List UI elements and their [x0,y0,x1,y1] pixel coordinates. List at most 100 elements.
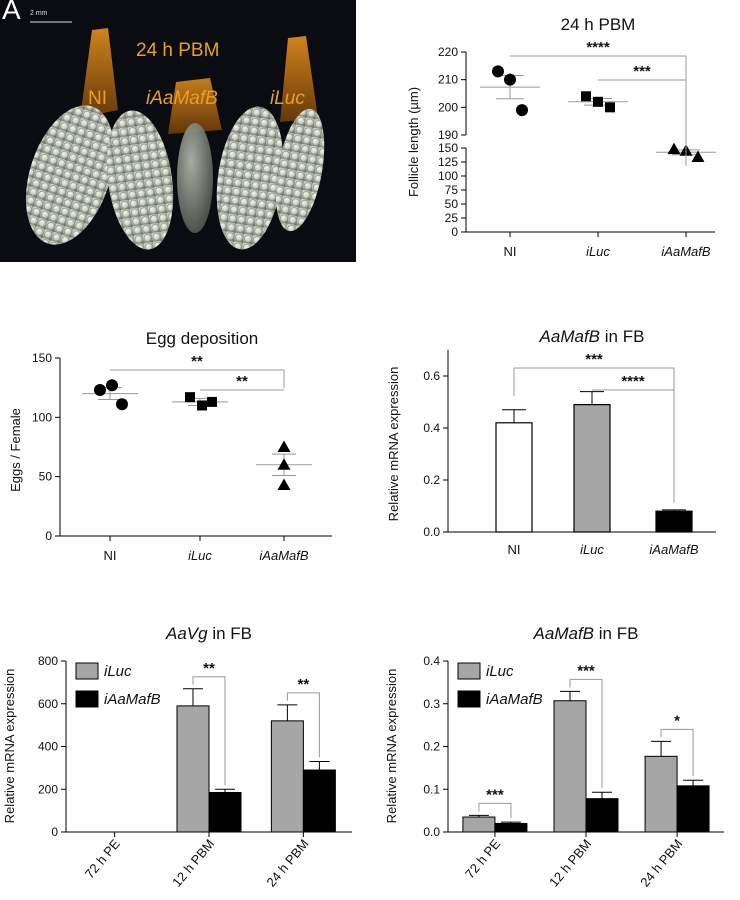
legend-label: iLuc [486,663,514,680]
chart-title: AaMafB in FB [533,624,639,643]
y-axis-label: Relative mRNA expression [384,669,399,824]
y-axis-label: Relative mRNA expression [386,367,401,522]
x-tick-label: 24 h PBM [263,836,311,889]
ovary-iaamafb [177,123,213,233]
sig-label: * [674,712,680,729]
bar [573,403,611,533]
sig-iluc-iaamafb-label: **** [621,373,645,390]
data-point [277,478,291,490]
data-point [277,440,291,452]
data-point [207,396,217,407]
y-tick-label: 0 [451,225,458,239]
vg-chart-svg: AaVg in FB Relative mRNA expression 0 200 40… [2,624,352,890]
y-tick-label: 0.4 [423,654,440,668]
data-point [667,142,681,155]
data-point [277,458,291,470]
bar-iluc [176,705,210,833]
y-tick-label: 400 [38,740,58,754]
data-point [94,384,106,397]
sig-ni-iaamafb-label: ** [191,353,203,370]
y-tick-label: 0.1 [423,782,440,796]
legend-label: iAaMafB [486,691,543,708]
mafb2-chart-svg: AaMafB in FB Relative mRNA expression 0.0 0… [384,624,724,890]
x-tick-label: 72 h PE [462,836,503,881]
chart-title: 24 h PBM [561,15,636,34]
y-axis-label: Relative mRNA expression [2,669,17,824]
y-tick-label: 0.2 [423,740,440,754]
y-tick-label: 190 [438,128,458,142]
data-point [581,91,591,102]
x-tick-label: iAaMafB [661,244,710,259]
sig-label: ** [298,676,310,693]
y-tick-label: 200 [38,782,58,796]
data-point [504,73,516,86]
ovary-ni-right [106,110,174,250]
data-point [116,398,128,411]
photo-title: 24 h PBM [136,40,220,61]
bar [495,422,533,533]
bar-iaamafb [585,798,619,833]
y-tick-label: 150 [32,351,52,365]
mosquito-body-ni [80,28,118,118]
panel-letter: A [2,0,21,25]
sig-bracket [660,728,694,777]
x-tick-label: 24 h PBM [637,836,685,889]
sig-bracket [286,692,320,758]
x-tick-label: iLuc [188,548,212,563]
bar-iaamafb [302,769,336,833]
y-tick-label: 0.4 [423,421,440,435]
legend-swatch [457,690,481,708]
bar-iluc [644,755,678,833]
sig-ni-iaamafb-bracket [110,369,285,388]
y-tick-label: 800 [38,654,58,668]
chart-title: AaVg in FB [165,624,252,643]
ovary-iluc-right [275,108,325,232]
data-point [593,96,603,107]
bar-iluc [462,816,496,833]
y-tick-label: 0.0 [423,825,440,839]
sig-ni-iaamafb-label: *** [585,351,603,368]
sig-iluc-iaamafb-label: ** [236,373,248,390]
y-tick-label: 125 [438,155,458,169]
mosquito-body-iaamafb [168,78,222,134]
sig-ni-iaamafb-label: **** [586,39,610,56]
y-tick-label: 25 [445,211,459,225]
y-tick-label: 50 [445,197,459,211]
ovary-photo [0,0,356,262]
legend-swatch [75,662,99,680]
photo-label-iluc: iLuc [270,88,305,109]
y-tick-label: 75 [445,183,459,197]
sig-ni-iaamafb-bracket [510,55,687,166]
y-tick-label: 0 [51,825,58,839]
y-tick-label: 210 [438,73,458,87]
data-point [605,102,615,113]
y-tick-label: 0.2 [423,473,440,487]
y-tick-label: 0.6 [423,369,440,383]
photo-label-iaamafb: iAaMafB [146,88,218,109]
legend-label: iLuc [104,663,132,680]
y-tick-label: 50 [39,470,53,484]
bar-iaamafb [208,791,242,833]
legend-swatch [457,662,481,680]
data-point [185,392,195,403]
sig-label: ** [203,660,215,677]
y-tick-label: 200 [438,100,458,114]
y-tick-label: 600 [38,697,58,711]
bar-iluc [270,720,304,833]
y-tick-label: 150 [438,141,458,155]
mosquito-body-iluc [280,36,318,122]
y-tick-label: 0.3 [423,697,440,711]
x-tick-label: iAaMafB [649,542,698,557]
x-tick-label: 12 h PBM [169,836,217,889]
x-tick-label: iLuc [586,244,610,259]
mafb-expression-chart: AaMafB in FB Relative mRNA expression 0.0 0… [370,310,740,568]
scale-bar-label: 2 mm [30,10,48,17]
mafb-chart-svg: AaMafB in FB Relative mRNA expression 0.0 0… [386,327,716,557]
follicle-chart-svg: 24 h PBM Follicle length (µm) 190 200 210 220… [406,15,716,259]
y-tick-label: 220 [438,45,458,59]
bar-iaamafb [494,822,528,833]
sig-label: *** [486,786,504,803]
data-point [691,150,705,162]
vg-timecourse-chart: AaVg in FB Relative mRNA expression 0 200 40… [0,605,370,900]
sig-bracket [569,678,603,789]
